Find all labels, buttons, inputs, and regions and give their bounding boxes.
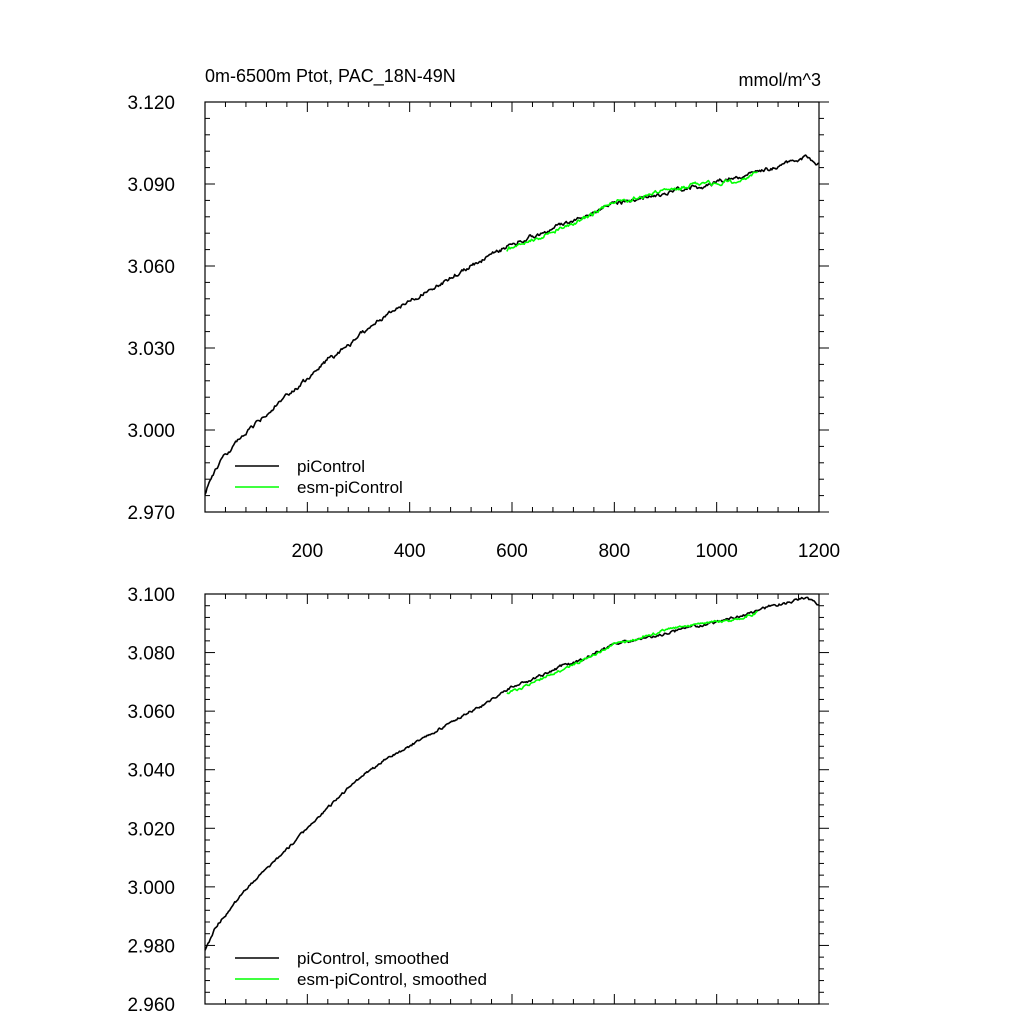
y-tick-label: 2.970 xyxy=(127,503,175,524)
plot-frame xyxy=(204,593,820,1005)
units-label: mmol/m^3 xyxy=(739,70,821,90)
y-tick-label: 3.090 xyxy=(127,175,175,196)
y-tick-label: 3.020 xyxy=(127,819,175,840)
y-tick-label: 3.080 xyxy=(127,644,175,665)
series-line-picontrol xyxy=(204,154,820,495)
series-line-picontrol-smoothed xyxy=(204,596,820,951)
plot-frame xyxy=(204,101,820,513)
series-line-esm-picontrol xyxy=(506,171,758,252)
y-tick-label: 3.060 xyxy=(127,702,175,723)
y-tick-label: 3.030 xyxy=(127,339,175,360)
legend-label: esm-piControl, smoothed xyxy=(297,970,487,989)
y-tick-label: 3.040 xyxy=(127,761,175,782)
x-tick-label: 200 xyxy=(291,541,323,562)
legend: piControl esm-piControl xyxy=(235,457,403,497)
legend-label: piControl, smoothed xyxy=(297,949,449,968)
x-tick-label: 800 xyxy=(598,541,630,562)
legend-label: piControl xyxy=(297,457,365,476)
y-tick-label: 2.980 xyxy=(127,936,175,957)
x-tick-label: 1000 xyxy=(696,541,738,562)
y-tick-label: 3.000 xyxy=(127,421,175,442)
bottom-panel: 2.960 2.980 3.000 3.020 3.040 3.060 3.080 3.100… xyxy=(127,585,829,1016)
y-tick-label: 3.000 xyxy=(127,878,175,899)
y-tick-label: 3.120 xyxy=(127,93,175,114)
legend-label: esm-piControl xyxy=(297,478,403,497)
x-tick-label: 1200 xyxy=(798,541,840,562)
top-panel: 200 400 600 800 1000 1200 2.970 3.000 3.030 3.060… xyxy=(127,66,840,562)
y-tick-label: 3.100 xyxy=(127,585,175,606)
x-tick-label: 600 xyxy=(496,541,528,562)
x-tick-label: 400 xyxy=(394,541,426,562)
legend: piControl, smoothed esm-piControl, smooth… xyxy=(235,949,487,989)
y-tick-label: 3.060 xyxy=(127,257,175,278)
chart-title: 0m-6500m Ptot, PAC_18N-49N xyxy=(205,66,456,87)
series-line-esm-picontrol-smoothed xyxy=(506,610,759,695)
y-tick-label: 2.960 xyxy=(127,995,175,1016)
